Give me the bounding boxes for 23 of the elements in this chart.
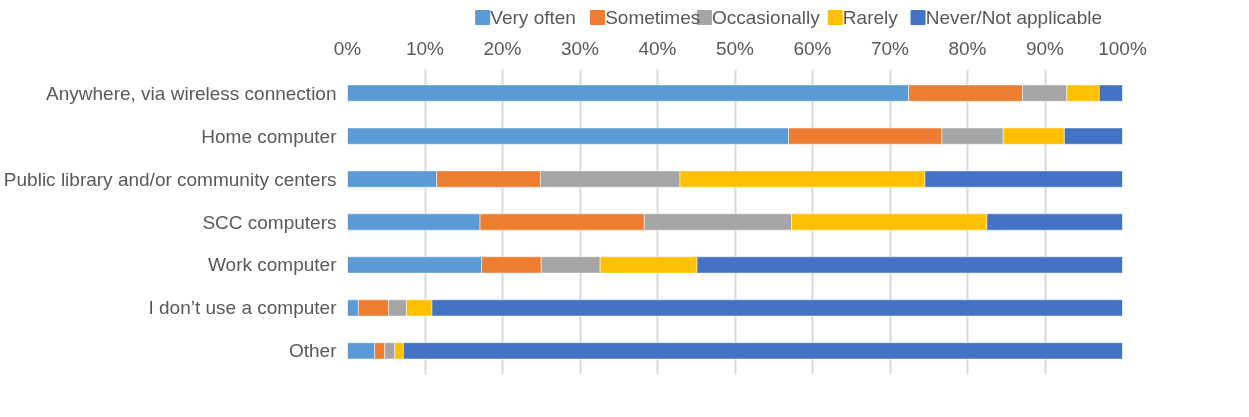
x-tick-label: 50% (715, 37, 755, 59)
x-tick-label: 20% (483, 37, 522, 59)
x-tick-label: 80% (948, 37, 987, 59)
y-tick-label: SCC computers (202, 211, 337, 233)
legend-label: Sometimes (605, 7, 701, 28)
y-tick-label: Home computer (201, 125, 338, 147)
legend-label: Rarely (842, 7, 899, 28)
x-tick-label: 30% (560, 37, 600, 59)
x-tick-label: 10% (405, 37, 445, 59)
x-tick-label: 100% (1098, 37, 1147, 59)
x-tick-label: 0% (333, 37, 362, 59)
x-tick-label: 60% (793, 37, 832, 59)
x-tick-label: 40% (638, 37, 677, 59)
y-tick-label: Work computer (208, 254, 338, 276)
y-tick-label: Public library and/or community centers (3, 168, 337, 190)
legend-label: Occasionally (712, 7, 821, 28)
x-tick-label: 90% (1025, 37, 1065, 59)
x-tick-label: 70% (870, 37, 910, 59)
y-tick-label: Other (288, 340, 338, 362)
y-tick-label: I don’t use a computer (148, 297, 338, 319)
legend-label: Never/Not applicable (925, 7, 1103, 28)
y-tick-label: Anywhere, via wireless connection (46, 82, 337, 104)
legend-label: Very often (490, 7, 576, 28)
